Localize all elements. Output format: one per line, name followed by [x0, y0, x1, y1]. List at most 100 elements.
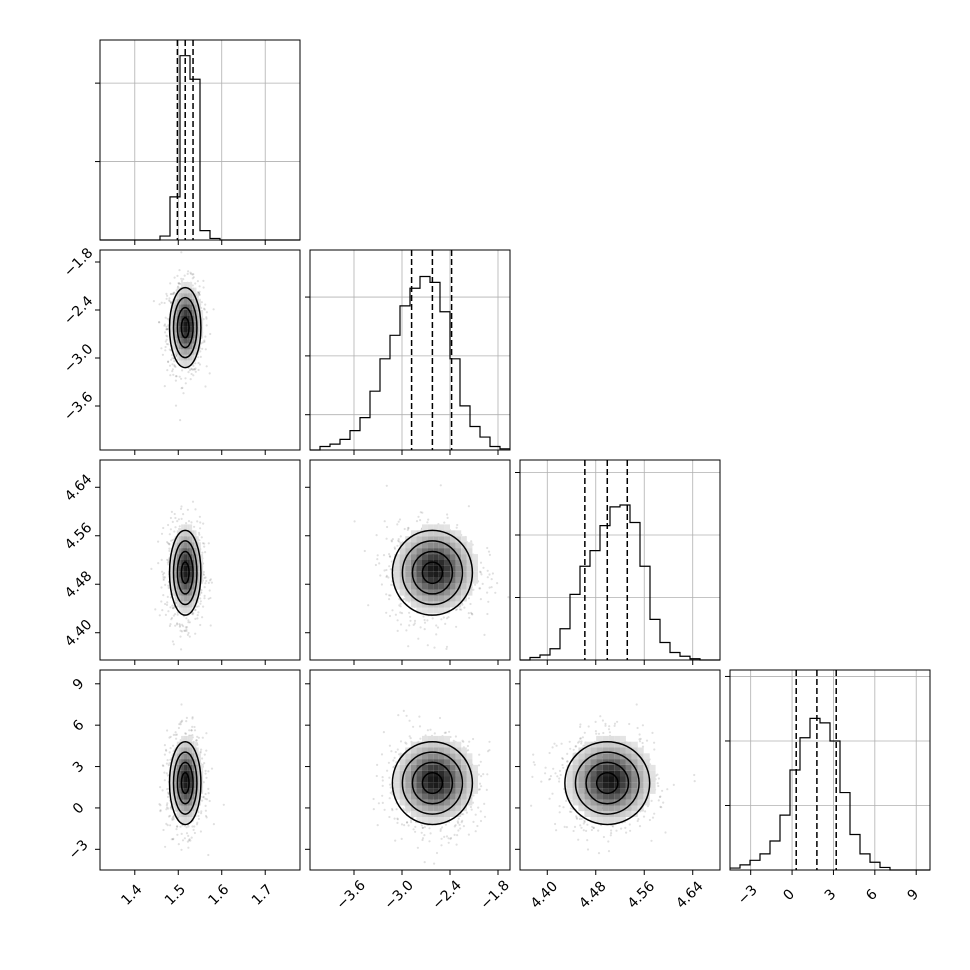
sample-point [192, 611, 195, 615]
sample-point [177, 282, 180, 285]
sample-point [183, 629, 186, 632]
density-cell [187, 315, 190, 322]
sample-point [162, 578, 165, 582]
density-cell [196, 304, 199, 310]
density-cell [438, 601, 445, 608]
sample-point [196, 743, 199, 746]
sample-point [164, 349, 167, 352]
sample-point [445, 835, 449, 838]
sample-point [185, 716, 188, 720]
sample-point [192, 828, 195, 832]
sample-point [209, 624, 212, 627]
sample-point [196, 614, 199, 617]
density-cell [394, 565, 400, 572]
sample-point [168, 751, 171, 754]
sample-point [175, 825, 179, 828]
sample-point [194, 608, 197, 611]
density-cell [176, 304, 179, 310]
sample-point [490, 586, 493, 589]
sample-point [173, 364, 176, 367]
density-cell [176, 310, 179, 316]
sample-point [454, 824, 457, 827]
density-cell [422, 565, 428, 572]
sample-point [188, 621, 191, 624]
sample-point [199, 527, 202, 530]
density-cell [176, 298, 179, 305]
sample-point [386, 525, 389, 529]
density-cell [183, 583, 186, 590]
density-cell [187, 338, 190, 344]
sample-point [169, 623, 172, 626]
sample-point [166, 327, 169, 331]
density-cell [172, 759, 175, 765]
sample-point [166, 802, 169, 805]
density-cell [200, 565, 204, 572]
sample-point [486, 546, 489, 550]
sample-point [163, 323, 167, 326]
density-cell [200, 782, 204, 789]
sample-point [191, 613, 195, 616]
sample-point [472, 737, 475, 741]
sample-point [419, 511, 422, 514]
sample-point [200, 748, 203, 751]
density-cell [196, 770, 199, 777]
sample-point [168, 543, 171, 546]
sample-point [463, 606, 466, 609]
sample-point [444, 731, 447, 734]
density-cell [172, 548, 175, 554]
density-cell [427, 554, 434, 560]
density-cell [185, 753, 188, 760]
density-cell [179, 770, 182, 777]
density-cell [405, 542, 411, 549]
sample-point [194, 609, 197, 612]
sample-point [163, 576, 167, 579]
sample-point [159, 786, 162, 789]
contour-level-1 [180, 316, 190, 339]
density-cell [399, 554, 406, 560]
density-cell [176, 583, 179, 590]
density-cell [194, 560, 197, 566]
density-cell [192, 589, 195, 596]
density-cell [189, 293, 193, 299]
sample-point [181, 369, 184, 372]
density-cell [444, 607, 450, 614]
density-cell [410, 571, 417, 578]
sample-point [172, 733, 175, 737]
density-cell [200, 764, 204, 771]
sample-point [176, 622, 179, 625]
sample-point [394, 750, 397, 754]
sample-point [165, 342, 168, 346]
sample-point [184, 382, 187, 385]
sample-point [397, 714, 400, 717]
density-cell [444, 560, 450, 566]
density-cell [410, 530, 417, 537]
sample-point [199, 600, 202, 603]
sample-point [204, 814, 208, 818]
density-cell [192, 315, 195, 322]
sample-point [180, 279, 183, 283]
sample-point [180, 251, 183, 254]
sample-point [170, 301, 173, 304]
sample-point [187, 839, 191, 842]
density-cell [181, 354, 184, 361]
density-cell [189, 601, 193, 608]
density-cell [194, 321, 197, 327]
sample-point [194, 367, 197, 370]
density-cell [174, 776, 177, 783]
density-cell [455, 595, 462, 602]
sample-point [420, 831, 423, 834]
density-cell [192, 770, 195, 777]
sample-point [193, 368, 196, 371]
density-cell [198, 753, 201, 760]
density-cell [181, 304, 184, 310]
density-cell [194, 770, 197, 777]
sample-point [198, 290, 201, 293]
density-cell [183, 349, 186, 355]
density-cell [438, 577, 445, 584]
sample-point [193, 831, 196, 835]
density-cell [183, 536, 186, 543]
sample-point [202, 522, 205, 525]
density-cell [438, 607, 445, 614]
sample-point [426, 619, 429, 622]
sample-point [426, 521, 429, 524]
